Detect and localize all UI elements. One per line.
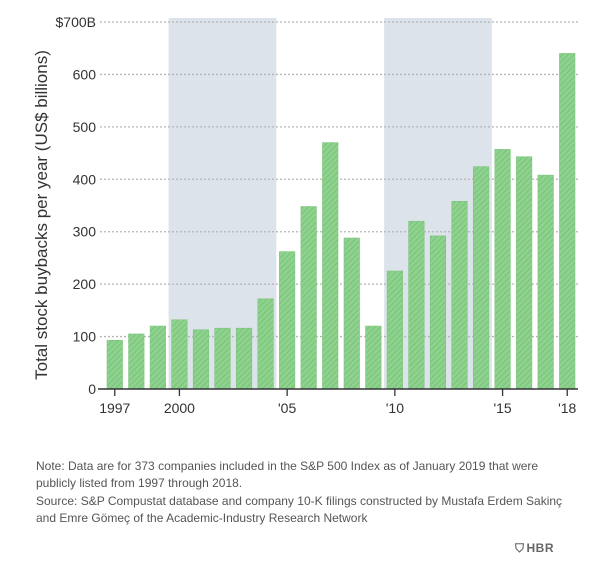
- y-tick-label: 500: [73, 119, 97, 135]
- x-tick-label: 2000: [164, 400, 195, 416]
- y-axis-title: Total stock buybacks per year (US$ billi…: [32, 50, 51, 380]
- bar-2005: [279, 251, 296, 390]
- bar-1997: [106, 339, 123, 390]
- bar-2004: [257, 298, 274, 390]
- y-tick-label: 0: [88, 381, 96, 397]
- bar-2018: [559, 53, 576, 390]
- y-tick-label: 300: [73, 224, 97, 240]
- bar-2007: [322, 142, 339, 390]
- x-tick-label: 1997: [99, 400, 130, 416]
- hbr-logo: ⛉ HBR: [515, 541, 554, 556]
- chart-area: 0 100 200 300 400 500 600 $700B 1997 2000 '05 '10 '1…: [32, 14, 578, 416]
- bar-2008: [343, 237, 360, 390]
- y-tick-label: 600: [73, 66, 97, 82]
- x-tick-label: '18: [558, 400, 576, 416]
- y-tick-label: 400: [73, 171, 97, 187]
- x-tick-label: '10: [386, 400, 404, 416]
- bar-2000: [171, 319, 188, 390]
- bar-2014: [472, 166, 490, 390]
- bar-2012: [429, 235, 447, 390]
- bar-2003: [235, 327, 253, 390]
- bar-2002: [214, 327, 231, 390]
- bar-2015: [494, 149, 511, 390]
- bar-1999: [149, 325, 166, 390]
- bar-2006: [300, 206, 317, 390]
- bar-2011: [408, 220, 425, 390]
- bar-1998: [128, 333, 145, 390]
- buyback-bar-chart: 0 100 200 300 400 500 600 $700B 1997 2000 '05 '10 '1…: [32, 14, 578, 416]
- x-tick-label: '15: [493, 400, 511, 416]
- shield-icon: ⛉: [514, 541, 525, 555]
- y-tick-label: $700B: [56, 14, 96, 30]
- hbr-label: HBR: [526, 541, 554, 555]
- note-text: Note: Data are for 373 companies include…: [36, 459, 539, 490]
- source-text: Source: S&P Compustat database and compa…: [36, 494, 563, 525]
- bar-2001: [192, 329, 210, 390]
- bar-2013: [451, 201, 468, 390]
- x-tick-label: '05: [278, 400, 296, 416]
- chart-notes: Note: Data are for 373 companies include…: [36, 458, 576, 527]
- y-tick-label: 100: [73, 329, 97, 345]
- y-tick-label: 200: [73, 276, 97, 292]
- bar-2009: [365, 325, 382, 390]
- bar-2016: [516, 156, 533, 390]
- bar-2017: [537, 174, 554, 390]
- bar-2010: [386, 270, 403, 390]
